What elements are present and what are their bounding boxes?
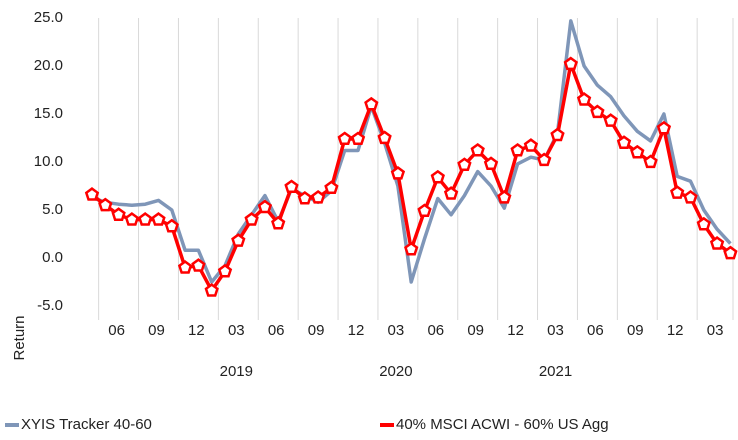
- marker: [271, 215, 286, 230]
- x-tick-label: 03: [707, 322, 724, 339]
- x-tick-label: 12: [507, 322, 524, 339]
- marker: [217, 263, 233, 278]
- legend-label: XYIS Tracker 40-60: [21, 416, 152, 433]
- x-tick-label: 03: [228, 322, 245, 339]
- marker: [723, 245, 738, 260]
- marker: [550, 127, 565, 142]
- marker: [337, 131, 352, 146]
- x-tick-label: 09: [308, 322, 325, 339]
- x-tick-label: 06: [108, 322, 125, 339]
- marker: [643, 154, 658, 169]
- marker: [231, 233, 246, 247]
- x-tick-label: 09: [627, 322, 644, 339]
- marker: [576, 92, 592, 106]
- marker: [98, 197, 113, 212]
- x-tick-label: 06: [587, 322, 604, 339]
- year-label: 2021: [539, 363, 572, 380]
- marker: [138, 212, 153, 226]
- marker: [656, 120, 672, 135]
- marker: [510, 142, 525, 157]
- marker: [151, 212, 166, 226]
- x-tick-label: 03: [388, 322, 405, 339]
- x-tick-label: 06: [427, 322, 444, 339]
- marker: [417, 203, 432, 218]
- marker: [84, 187, 100, 201]
- marker: [257, 199, 273, 214]
- marker: [297, 190, 312, 205]
- marker: [590, 104, 605, 119]
- year-label: 2020: [379, 363, 412, 380]
- marker: [244, 212, 259, 226]
- y-axis-label: Return: [11, 315, 28, 360]
- y-tick-label: 0.0: [42, 249, 63, 266]
- marker: [563, 56, 578, 71]
- marker: [497, 189, 512, 204]
- marker: [404, 241, 419, 256]
- marker: [683, 189, 698, 204]
- marker: [603, 113, 618, 127]
- x-tick-label: 09: [148, 322, 165, 339]
- year-label: 2019: [220, 363, 253, 380]
- marker: [324, 180, 339, 195]
- marker: [483, 156, 499, 171]
- marker: [350, 131, 366, 146]
- marker: [670, 185, 685, 199]
- x-tick-label: 12: [188, 322, 205, 339]
- marker: [284, 179, 299, 194]
- y-tick-label: 20.0: [34, 57, 63, 74]
- marker: [523, 138, 539, 152]
- x-tick-label: 12: [348, 322, 365, 339]
- marker: [470, 142, 485, 157]
- marker: [457, 157, 472, 171]
- marker: [443, 186, 459, 200]
- y-tick-label: 10.0: [34, 153, 63, 170]
- marker: [191, 258, 206, 272]
- x-tick-label: 12: [667, 322, 684, 339]
- marker: [696, 216, 711, 231]
- marker: [364, 96, 379, 111]
- x-tick-label: 09: [467, 322, 484, 339]
- series-line: [90, 62, 732, 293]
- marker: [111, 207, 126, 221]
- x-tick-label: 03: [547, 322, 564, 339]
- marker: [709, 236, 725, 250]
- marker: [177, 260, 193, 274]
- marker: [390, 165, 406, 180]
- legend-label: 40% MSCI ACWI - 60% US Agg: [396, 416, 609, 433]
- marker: [124, 212, 140, 226]
- marker: [630, 144, 645, 159]
- marker: [310, 189, 326, 204]
- marker: [537, 152, 552, 167]
- marker: [616, 135, 632, 149]
- x-tick-label: 06: [268, 322, 285, 339]
- marker: [164, 218, 179, 233]
- marker: [204, 283, 219, 297]
- marker: [430, 169, 445, 184]
- y-tick-label: -5.0: [37, 297, 63, 314]
- y-tick-label: 25.0: [34, 9, 63, 26]
- y-tick-label: 15.0: [34, 105, 63, 122]
- y-tick-label: 5.0: [42, 201, 63, 218]
- series-line: [91, 19, 732, 284]
- marker: [377, 130, 392, 145]
